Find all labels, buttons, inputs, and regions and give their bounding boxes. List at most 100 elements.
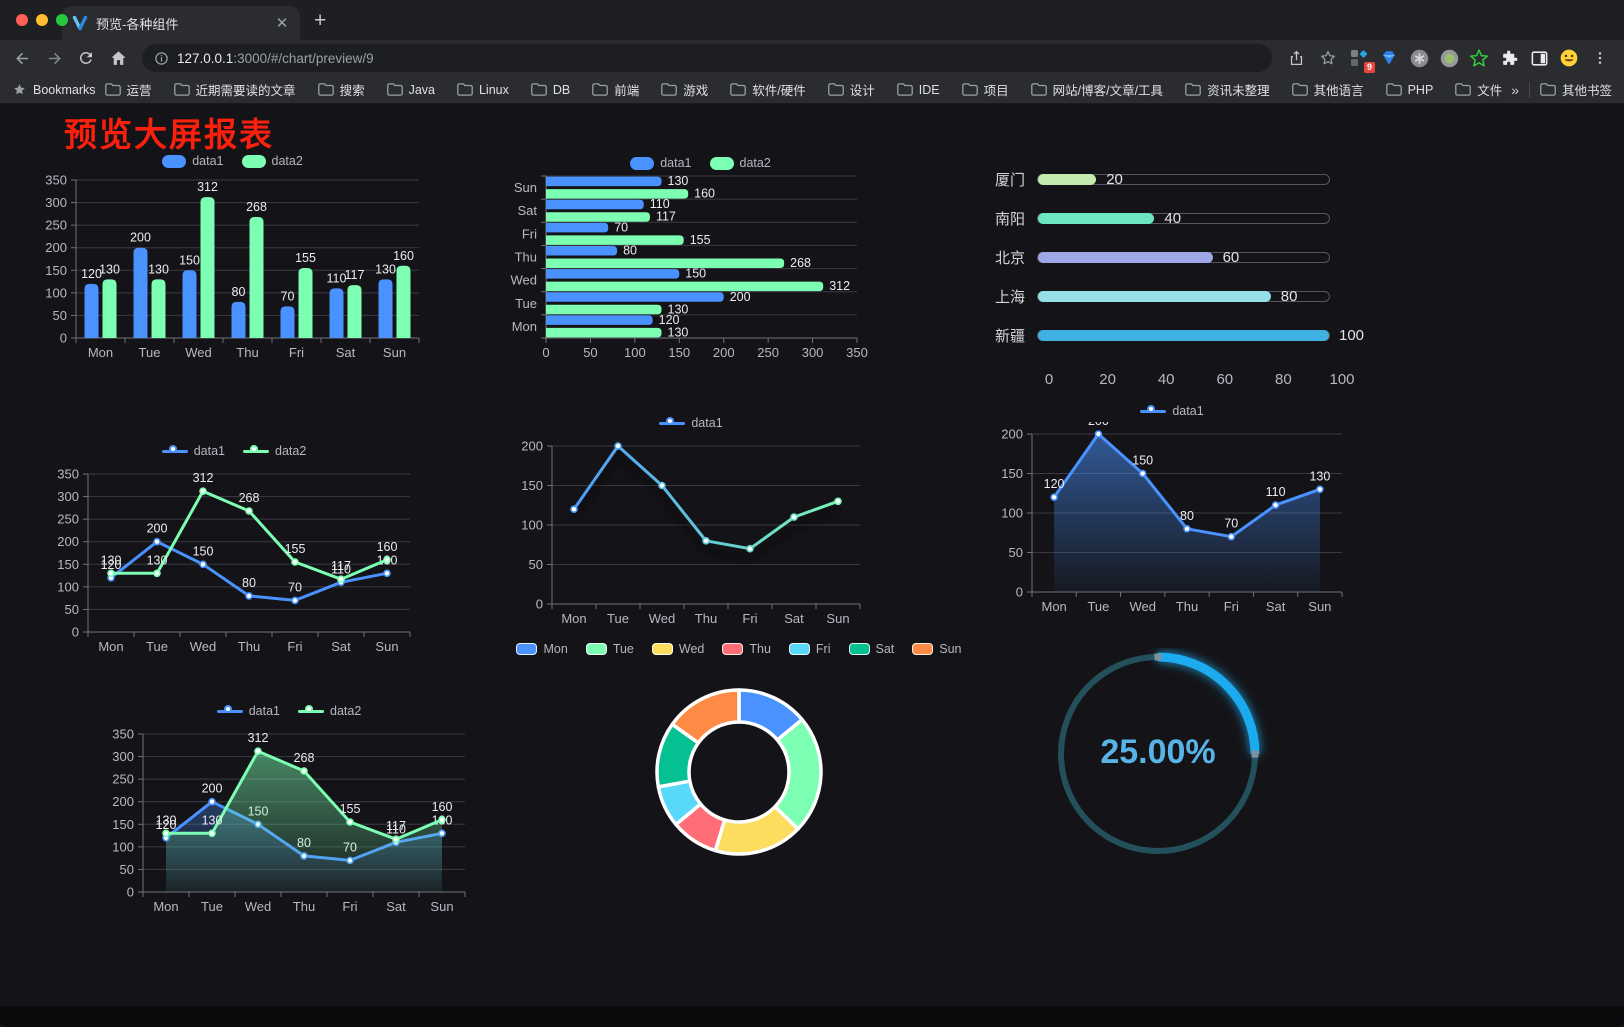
site-info-icon[interactable]	[154, 51, 169, 66]
svg-text:Thu: Thu	[236, 345, 258, 360]
folder-icon	[104, 83, 121, 96]
svg-text:200: 200	[130, 231, 151, 245]
svg-text:250: 250	[757, 345, 779, 360]
bookmark-folder[interactable]: PHP	[1385, 80, 1433, 99]
bookmark-folder[interactable]: 运营	[104, 80, 152, 99]
grid-and-axes: 0 50 100 150 200 250 300 350 Mon Tue Wed Thu Fri Sat S…	[57, 467, 411, 654]
axis-tick-label: 20	[1099, 371, 1116, 388]
legend-marker	[243, 445, 269, 457]
bookmark-folder[interactable]: DB	[531, 80, 570, 99]
close-window-button[interactable]	[16, 14, 28, 26]
legend-item-data2[interactable]: data2	[243, 444, 306, 458]
home-icon	[110, 50, 126, 65]
url-bar[interactable]: 127.0.0.1:3000/#/chart/preview/9	[142, 44, 1272, 72]
legend-item-Wed[interactable]: Wed	[651, 642, 704, 656]
svg-text:200: 200	[112, 794, 134, 809]
bookmark-folder[interactable]: 游戏	[661, 80, 708, 99]
extensions-puzzle-button[interactable]	[1496, 45, 1522, 71]
svg-text:Wed: Wed	[245, 899, 272, 914]
bookmarks-overflow-button[interactable]: »	[1511, 81, 1519, 98]
donut-slices	[655, 688, 823, 856]
legend-marker	[1140, 405, 1167, 417]
progress-label: 厦门	[995, 172, 1026, 189]
legend-item-Mon[interactable]: Mon	[516, 642, 568, 656]
legend-item-data1[interactable]: data1	[630, 156, 692, 170]
svg-text:Mon: Mon	[88, 345, 113, 360]
bookmarks-label: Bookmarks	[33, 82, 96, 97]
bookmark-folder[interactable]: 项目	[961, 80, 1009, 99]
legend-item-data1[interactable]: data1	[216, 704, 280, 718]
share-icon	[1290, 50, 1302, 66]
legend-item-Thu[interactable]: Thu	[722, 642, 771, 656]
progress-fill	[1038, 174, 1097, 185]
extension-settings[interactable]	[1406, 45, 1432, 71]
svg-text:150: 150	[179, 253, 200, 267]
forward-button[interactable]	[40, 44, 68, 72]
svg-text:150: 150	[1001, 466, 1023, 481]
legend-item-data1[interactable]: data1	[161, 444, 225, 458]
extension-green-star[interactable]	[1466, 45, 1492, 71]
dashboard-page: 预览大屏报表 data1 data2 0 50 100 150 200 250 300 350 Mo…	[0, 104, 1624, 1006]
forward-icon	[48, 52, 61, 64]
bookmark-folder[interactable]: 前端	[592, 80, 639, 99]
svg-text:130: 130	[148, 262, 169, 276]
svg-text:120: 120	[659, 313, 680, 327]
maximize-window-button[interactable]	[56, 14, 68, 26]
side-panel-button[interactable]	[1526, 45, 1552, 71]
svg-text:Wed: Wed	[511, 273, 538, 288]
svg-text:130: 130	[202, 813, 223, 827]
back-button[interactable]	[8, 44, 36, 72]
slice-Sun[interactable]	[670, 688, 741, 745]
extension-vue-devtools[interactable]	[1376, 45, 1402, 71]
bookmark-folder[interactable]: 软件/硬件	[730, 80, 806, 99]
bookmark-folder[interactable]: 文件服务器	[1455, 80, 1502, 99]
new-tab-button[interactable]: +	[314, 9, 327, 32]
share-button[interactable]	[1282, 44, 1310, 72]
reload-button[interactable]	[72, 44, 100, 72]
bookmark-folder[interactable]: 网站/博客/文章/工具	[1030, 80, 1163, 99]
home-button[interactable]	[104, 44, 132, 72]
legend-item-data2[interactable]: data2	[241, 154, 303, 168]
bookmark-folder[interactable]: 搜索	[317, 80, 365, 99]
bookmark-folder[interactable]: 设计	[827, 80, 875, 99]
legend-item-data1[interactable]: data1	[162, 154, 224, 168]
legend-item-data1[interactable]: data1	[1140, 404, 1204, 418]
legend-marker	[161, 445, 188, 457]
svg-text:70: 70	[1224, 517, 1238, 531]
extension-emoji[interactable]	[1556, 45, 1582, 71]
bookmarks-manager[interactable]: Bookmarks	[12, 82, 96, 97]
bookmark-folder[interactable]: Java	[386, 80, 435, 99]
legend-label: Tue	[612, 642, 634, 656]
bookmark-folder[interactable]: IDE	[896, 80, 940, 99]
legend-item-Tue[interactable]: Tue	[585, 642, 634, 656]
legend-item-Sat[interactable]: Sat	[848, 642, 894, 656]
svg-text:50: 50	[1009, 545, 1023, 560]
bookmark-folder[interactable]: 其他语言	[1291, 80, 1364, 99]
browser-menu-button[interactable]	[1586, 44, 1614, 72]
svg-text:200: 200	[45, 240, 67, 255]
legend-item-Fri[interactable]: Fri	[788, 642, 831, 656]
legend-item-data2[interactable]: data2	[709, 156, 771, 170]
bookmark-star-button[interactable]	[1314, 44, 1342, 72]
bookmark-folder[interactable]: Linux	[457, 80, 509, 99]
svg-text:300: 300	[112, 749, 134, 764]
legend-item-Sun[interactable]: Sun	[912, 642, 962, 656]
tab-close-button[interactable]: ✕	[275, 15, 289, 32]
minimize-window-button[interactable]	[36, 14, 48, 26]
progress-row-新疆: 新疆 100	[995, 316, 1364, 355]
legend-label: data1	[691, 416, 723, 430]
bookmark-folder[interactable]: 近期需要读的文章	[173, 80, 296, 99]
legend-item-data1[interactable]: data1	[659, 416, 723, 430]
extension-tampermonkey[interactable]: 9	[1346, 45, 1375, 73]
extension-recorder[interactable]	[1436, 45, 1462, 71]
other-bookmarks-folder[interactable]: 其他书签	[1540, 80, 1612, 99]
bookmark-folder[interactable]: 资讯未整理	[1185, 80, 1270, 99]
legend-label: data1	[192, 154, 224, 168]
chart-bar-grouped: data1 data2 0 50 100 150 200 250 300 350 Mon Tue Wed…	[40, 150, 425, 367]
legend-marker	[630, 156, 655, 170]
svg-text:130: 130	[156, 813, 177, 827]
browser-tab[interactable]: 预览-各种组件 ✕	[62, 6, 300, 40]
legend-item-data2[interactable]: data2	[298, 704, 361, 718]
url-path: :3000/#/chart/preview/9	[233, 50, 374, 66]
